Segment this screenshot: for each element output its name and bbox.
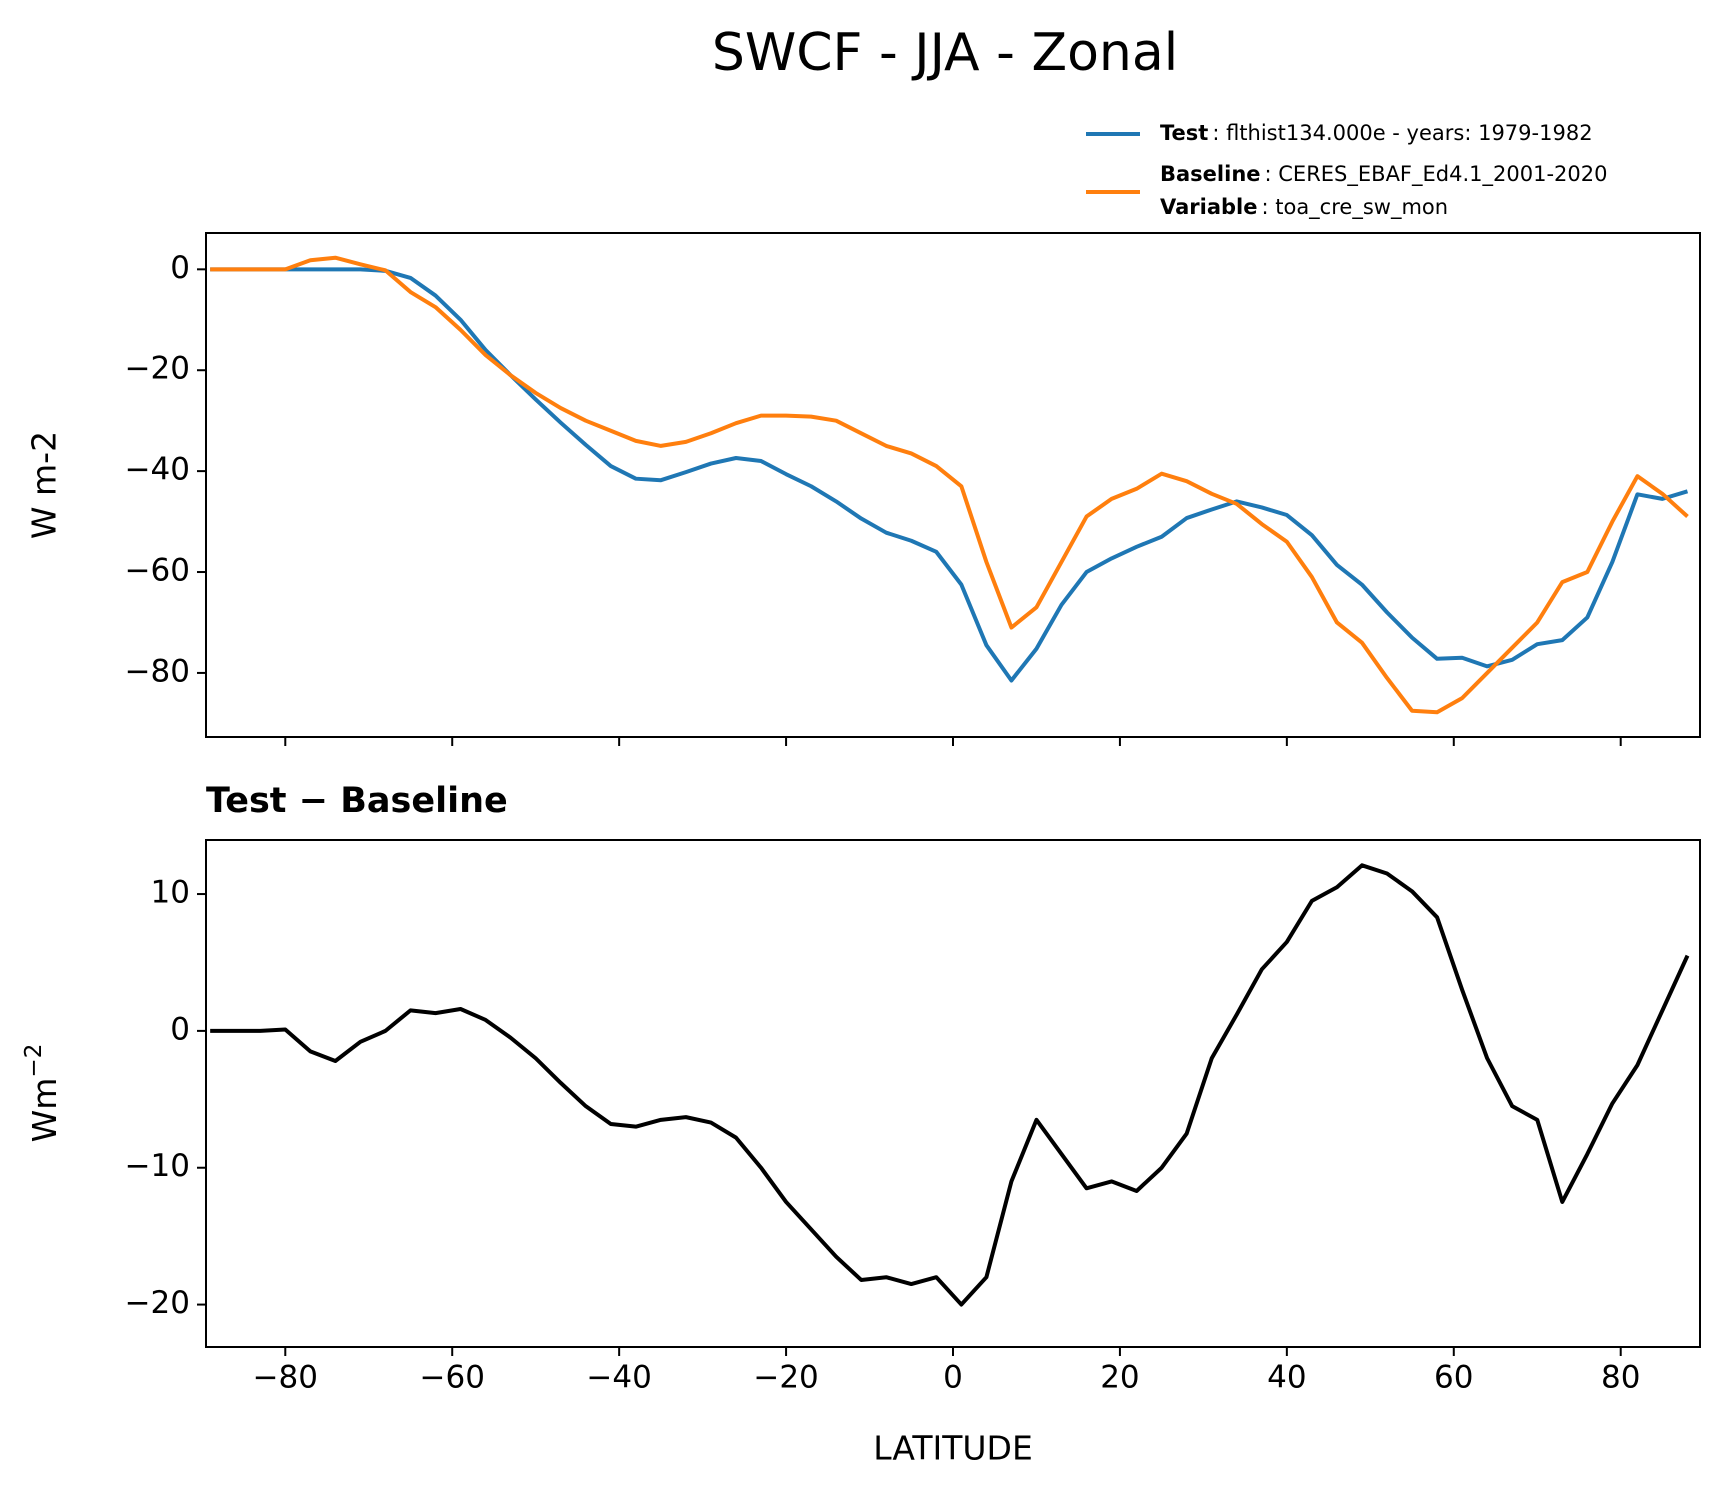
plot-lines	[210, 255, 1689, 715]
y-tick-label: −80	[125, 653, 190, 689]
x-tick-label: 40	[1267, 1360, 1306, 1396]
legend-description: : toa_cre_sw_mon	[1261, 195, 1448, 220]
legend-name: Variable	[1160, 195, 1257, 219]
y-axis-label-sup: −2	[21, 1044, 47, 1078]
x-tick-label: −20	[753, 1360, 818, 1396]
x-tick-label: −80	[253, 1360, 318, 1396]
subplot-title: Test − Baseline	[206, 781, 508, 821]
chart-title: SWCF - JJA - Zonal	[712, 23, 1178, 83]
legend: Test: flthist134.000e - years: 1979-1982…	[1086, 121, 1607, 220]
data-line	[210, 267, 1689, 683]
y-tick-label: 0	[170, 250, 190, 286]
x-tick-label: 0	[943, 1360, 963, 1396]
plot-lines	[210, 863, 1690, 1307]
x-axis-label: LATITUDE	[873, 1429, 1033, 1468]
y-axis-label: Wm−2	[21, 1044, 64, 1143]
legend-name: Test	[1160, 121, 1208, 145]
y-axis-label-base: Wm	[25, 1078, 64, 1143]
legend-description: : flthist134.000e - years: 1979-1982	[1212, 121, 1592, 145]
legend-description: : CERES_EBAF_Ed4.1_2001-2020	[1265, 162, 1608, 187]
axes-frame	[205, 839, 1701, 1348]
x-tick-label: 80	[1601, 1360, 1640, 1396]
x-tick-label: 60	[1434, 1360, 1473, 1396]
y-tick-label: −40	[125, 452, 190, 488]
y-tick-label: −20	[125, 351, 190, 387]
legend-entry: Baseline: CERES_EBAF_Ed4.1_2001-2020	[1160, 162, 1607, 187]
x-tick-label: −60	[420, 1360, 485, 1396]
legend-entry: Test: flthist134.000e - years: 1979-1982	[1160, 121, 1593, 145]
data-line	[210, 863, 1690, 1307]
y-tick-label: 10	[151, 875, 190, 911]
y-tick-label: −20	[125, 1285, 190, 1321]
legend-name: Baseline	[1160, 162, 1261, 186]
y-axis-label: W m-2	[25, 431, 64, 539]
legend-entry: Variable: toa_cre_sw_mon	[1160, 195, 1448, 220]
y-tick-label: −10	[125, 1148, 190, 1184]
x-tick-label: 20	[1100, 1360, 1139, 1396]
data-line	[210, 255, 1689, 715]
y-tick-label: −60	[125, 553, 190, 589]
y-tick-label: 0	[170, 1011, 190, 1047]
x-tick-label: −40	[586, 1360, 651, 1396]
